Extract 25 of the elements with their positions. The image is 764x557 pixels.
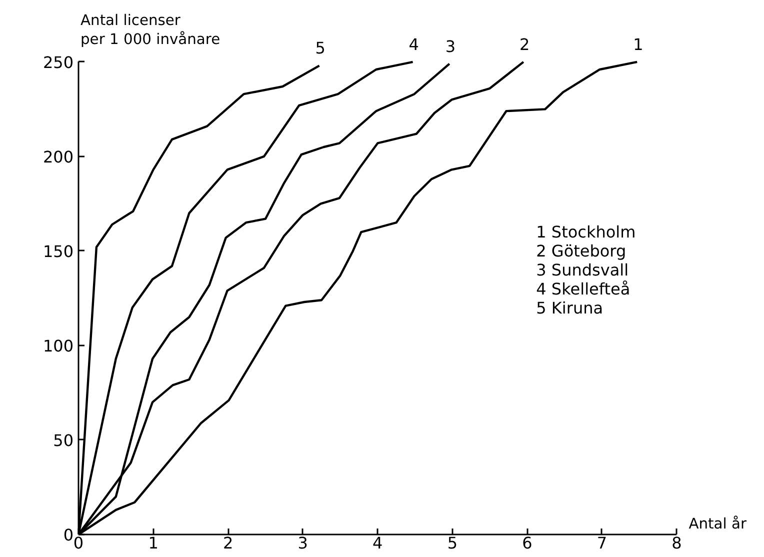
x-tick-label: 8 [672,534,682,552]
x-tick-label: 3 [298,534,308,552]
y-tick-label: 50 [53,430,74,450]
x-tick-label: 7 [596,534,608,552]
y-tick-label: 100 [42,336,74,356]
annotation: 5 Kiruna [536,298,604,318]
y-tick-label: 250 [42,52,74,72]
annotation: 4 Skellefteå [536,280,630,299]
y-tick-label: 150 [42,242,74,261]
x-tick-label: 5 [447,534,458,552]
x-tick-label: 2 [222,534,234,552]
x-tick-label: 4 [372,534,383,552]
y-axis-title: Antal licenser per 1 000 invånare [80,12,220,48]
annotation: 1 Stockholm [536,222,636,242]
x-tick-label: 6 [522,534,532,552]
annotation: 2 Göteborg [536,242,626,261]
annotation: 4 [408,34,419,54]
annotation: 2 [519,34,530,54]
y-tick-label: 200 [42,147,74,166]
annotation: 3 Sundsvall [536,260,629,280]
annotation: 3 [445,36,456,56]
x-axis-title: Antal år [688,516,748,532]
x-tick-label: 1 [148,534,158,552]
annotation: 1 [633,34,644,54]
annotation: 5 [315,38,326,58]
